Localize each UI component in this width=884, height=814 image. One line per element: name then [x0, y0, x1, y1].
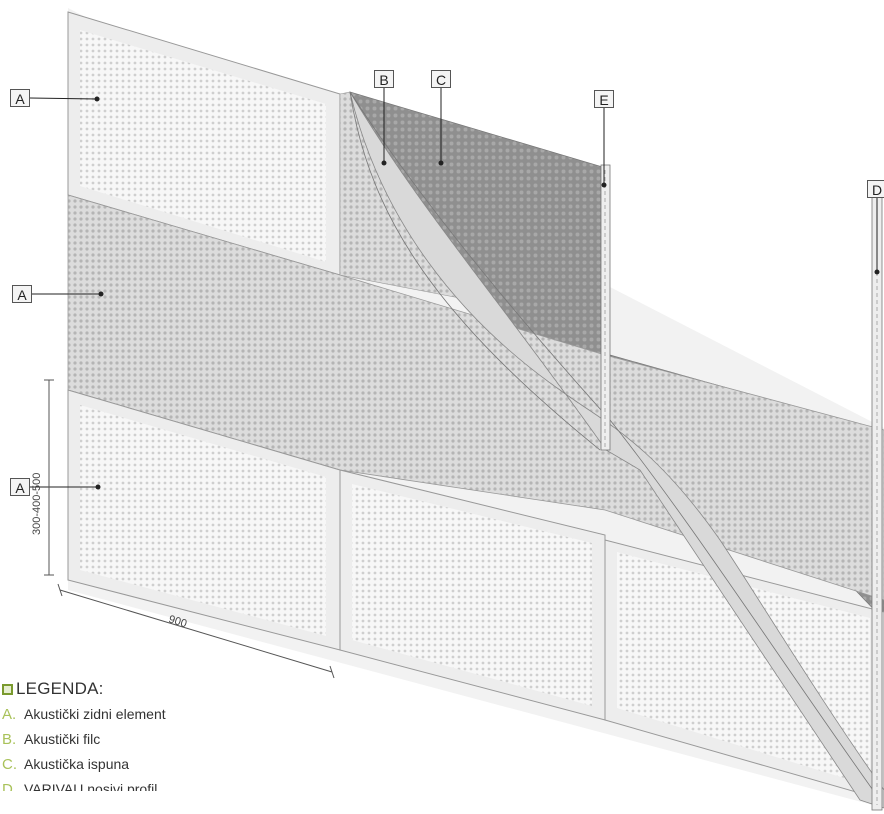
- legend-item-b: B. Akustički filc: [2, 727, 402, 752]
- legend-text: VARIVAU nosivi profil: [24, 781, 158, 791]
- profile-e: [600, 164, 611, 451]
- callout-a-middle: A: [12, 285, 32, 303]
- legend-letter: A.: [2, 706, 17, 723]
- callout-b: B: [374, 70, 394, 88]
- legend-text: Akustički zidni element: [24, 706, 166, 722]
- callout-c: C: [431, 70, 451, 88]
- legend-letter: B.: [2, 731, 17, 748]
- legend-title-text: LEGENDA:: [16, 679, 104, 698]
- leader-a1: [29, 97, 98, 100]
- legend-title: LEGENDA:: [2, 676, 402, 702]
- legend-text: Akustička ispuna: [24, 756, 130, 772]
- legend-letter: C.: [2, 756, 17, 773]
- callout-a-top: A: [10, 89, 30, 107]
- legend-item-d: D. VARIVAU nosivi profil: [2, 777, 402, 791]
- checkbox-icon: [2, 683, 13, 695]
- dimension-height-label: 300-400-500: [31, 473, 43, 535]
- callout-a-bottom: A: [10, 478, 30, 496]
- dimension-width-label: 900: [167, 613, 188, 630]
- dimension-width-line: [59, 589, 333, 673]
- acoustic-felt: [349, 91, 884, 809]
- legend: LEGENDA: A. Akustički zidni element B. A…: [2, 676, 402, 791]
- callout-d: D: [867, 180, 884, 198]
- legend-text: Akustički filc: [24, 731, 101, 747]
- legend-item-a: A. Akustički zidni element: [2, 702, 402, 727]
- legend-letter: D.: [2, 781, 17, 791]
- callout-e: E: [594, 90, 614, 108]
- legend-item-c: C. Akustička ispuna: [2, 752, 402, 777]
